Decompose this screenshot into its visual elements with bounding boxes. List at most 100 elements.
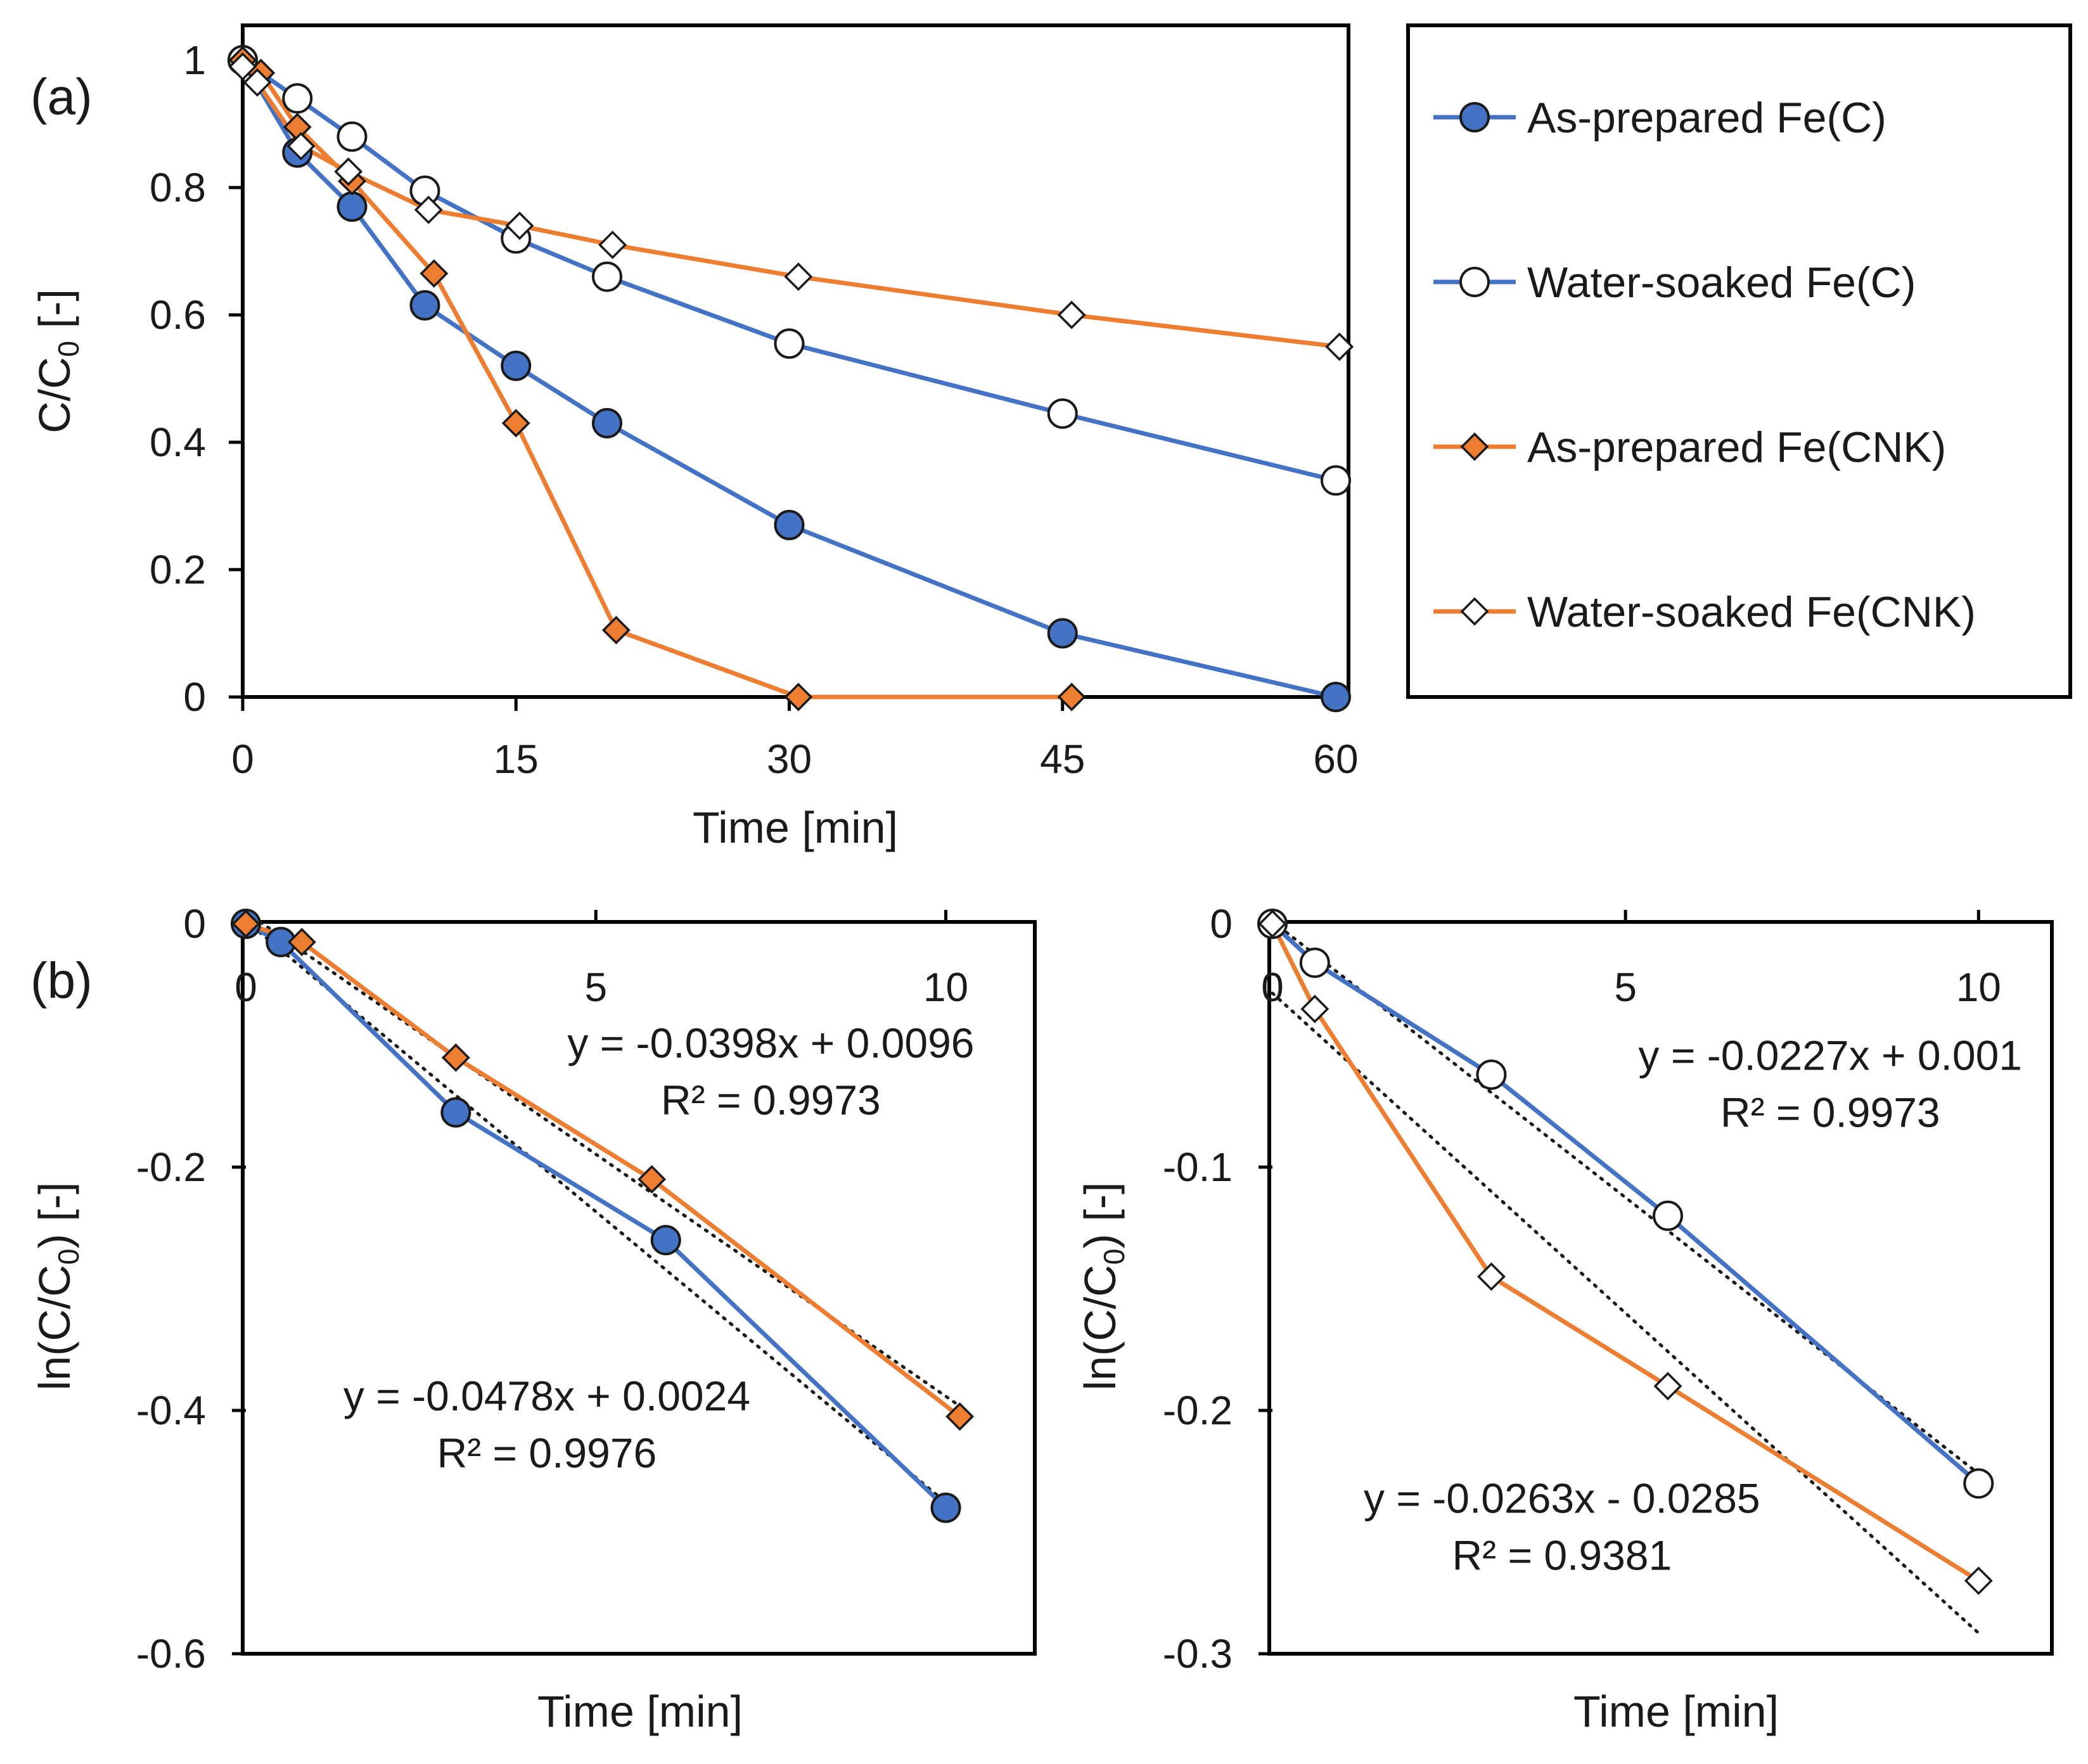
plot-frame-a [241, 23, 1350, 699]
y-axis-label-a-tail: [-] [30, 289, 79, 341]
legend-label-1: Water-soaked Fe(C) [1527, 259, 1916, 307]
data-point-a-3-6 [598, 230, 627, 259]
data-point-a-1-7 [1047, 398, 1078, 429]
y-tick-label-a-0: 0 [183, 674, 206, 720]
y-axis-label-b-right-tail: ) [-] [1075, 1182, 1125, 1249]
x-tick-label-a-1: 15 [494, 736, 539, 782]
y-axis-label-a-sub: 0 [52, 341, 85, 357]
x-tick-label-b2-1: 5 [1614, 964, 1637, 1010]
data-point-a-1-6 [774, 328, 805, 359]
y-tick-label-b1-2: -0.4 [136, 1388, 206, 1433]
y-tick-label-b2-2: -0.2 [1163, 1388, 1233, 1433]
data-point-a-2-4 [420, 259, 449, 288]
plot-frame-b-left [241, 920, 1037, 1656]
data-point-a-2-5 [501, 409, 530, 438]
data-point-a-3-3 [334, 157, 363, 186]
data-point-b2-1-4 [1964, 1566, 1993, 1595]
data-point-b1-1-3 [637, 1165, 667, 1194]
y-tick-label-b2-3: -0.3 [1163, 1631, 1233, 1677]
data-point-b1-0-3 [650, 1225, 681, 1256]
trend-equation-b1-0: y = -0.0398x + 0.0096 [567, 1019, 974, 1066]
legend-box [1406, 23, 2072, 699]
data-point-a-0-5 [592, 407, 622, 438]
x-tick-label-b2-0: 0 [1261, 964, 1284, 1010]
y-axis-label-a: C/C0 [-] [30, 289, 85, 433]
legend-marker-2 [1460, 432, 1489, 461]
series-line-a-1 [241, 58, 1336, 483]
chart-panel-b-right: 0 -0.1 -0.2 -0.3 0 5 10 y = -0.0227x + 0.001 R²… [1075, 901, 2054, 1736]
y-axis-label-b-left-sub: 0 [52, 1249, 85, 1265]
x-axis-label-b-right: Time [min] [1573, 1687, 1779, 1736]
data-point-b2-0-3 [1653, 1200, 1683, 1231]
data-point-b1-1-1 [287, 928, 316, 957]
data-point-b2-0-1 [1299, 947, 1330, 978]
panel-label-a: (a) [30, 68, 93, 125]
trend-r2-b2-0: R² = 0.9973 [1720, 1089, 1940, 1135]
data-point-a-3-1 [243, 68, 272, 97]
series-line-a-2 [241, 58, 1072, 700]
x-axis-label-b-left: Time [min] [537, 1687, 743, 1736]
data-point-a-1-2 [336, 121, 368, 152]
trend-equation-b1-1: y = -0.0478x + 0.0024 [343, 1372, 750, 1419]
y-axis-label-b-left: ln(C/C0) [-] [30, 1182, 85, 1391]
data-point-a-0-4 [501, 350, 532, 381]
trend-r2-b1-1: R² = 0.9976 [437, 1429, 657, 1476]
y-tick-label-b1-0: 0 [183, 901, 206, 947]
y-axis-label-b-right-sub: 0 [1098, 1249, 1130, 1265]
legend-label-0: As-prepared Fe(C) [1527, 94, 1886, 142]
data-point-b1-0-4 [930, 1492, 961, 1523]
data-point-a-1-5 [592, 261, 622, 292]
data-point-a-0-2 [336, 191, 368, 222]
x-tick-label-a-4: 60 [1313, 736, 1358, 782]
data-point-a-0-3 [409, 290, 440, 321]
x-tick-label-b1-2: 10 [923, 964, 968, 1010]
data-point-b2-0-2 [1476, 1059, 1507, 1090]
data-point-a-3-2 [286, 132, 316, 161]
y-tick-label-a-3: 0.6 [150, 292, 206, 338]
chart-panel-b-left: (b) 0 -0.2 -0.4 -0.6 0 5 10 y = -0.0398x + 0.0… [30, 901, 1037, 1736]
legend-marker-1 [1459, 267, 1490, 297]
data-point-a-0-8 [1321, 682, 1351, 712]
y-tick-label-b1-1: -0.2 [136, 1144, 206, 1190]
data-point-a-3-0 [228, 52, 257, 81]
trend-r2-b2-1: R² = 0.9381 [1452, 1531, 1672, 1578]
data-point-a-2-6 [601, 616, 631, 644]
data-point-a-1-8 [1321, 465, 1351, 496]
legend-marker-3 [1460, 597, 1489, 626]
data-point-b1-1-2 [441, 1043, 470, 1072]
trendline-b1-0 [244, 911, 962, 1408]
x-tick-label-b1-0: 0 [234, 964, 257, 1010]
x-tick-label-a-0: 0 [231, 736, 254, 782]
y-tick-label-a-4: 0.8 [150, 165, 206, 210]
y-tick-label-a-5: 1 [183, 37, 206, 83]
data-point-a-2-7 [784, 682, 813, 712]
y-axis-label-b-left-tail: ) [-] [30, 1182, 79, 1249]
legend-marker-0 [1459, 102, 1490, 132]
x-axis-label-a: Time [min] [693, 803, 898, 852]
trend-equation-b2-0: y = -0.0227x + 0.001 [1639, 1032, 2022, 1078]
y-tick-label-a-1: 0.2 [150, 547, 206, 592]
data-point-a-3-4 [414, 195, 443, 224]
x-tick-label-a-3: 45 [1040, 736, 1085, 782]
y-axis-label-b-left-main: ln(C/C [30, 1265, 79, 1390]
series-line-a-0 [240, 59, 1336, 700]
trendline-b2-1 [1271, 991, 1980, 1635]
data-point-a-3-8 [1057, 300, 1086, 329]
legend-label-2: As-prepared Fe(CNK) [1527, 423, 1946, 471]
series-line-b1-0 [245, 921, 947, 1510]
y-tick-label-b2-0: 0 [1210, 901, 1233, 947]
x-tick-label-a-2: 30 [767, 736, 812, 782]
series-line-a-3 [241, 65, 1340, 349]
y-axis-label-b-right-main: ln(C/C [1075, 1265, 1125, 1390]
legend: As-prepared Fe(C) Water-soaked Fe(C) As-pr… [1406, 23, 2072, 699]
y-axis-label-b-right: ln(C/C0) [-] [1075, 1182, 1130, 1391]
data-point-b2-1-2 [1476, 1262, 1506, 1291]
y-tick-label-a-2: 0.4 [150, 419, 206, 465]
chart-panel-a: (a) 0 0.2 0.4 0.6 0.8 1 0 15 30 45 60 Time [min] C… [30, 23, 1359, 852]
data-point-a-0-6 [774, 509, 805, 540]
x-tick-label-b1-1: 5 [584, 964, 607, 1010]
y-tick-label-b2-1: -0.1 [1163, 1144, 1233, 1190]
trendline-b1-1 [244, 919, 948, 1504]
y-axis-label-a-main: C/C [30, 357, 79, 433]
